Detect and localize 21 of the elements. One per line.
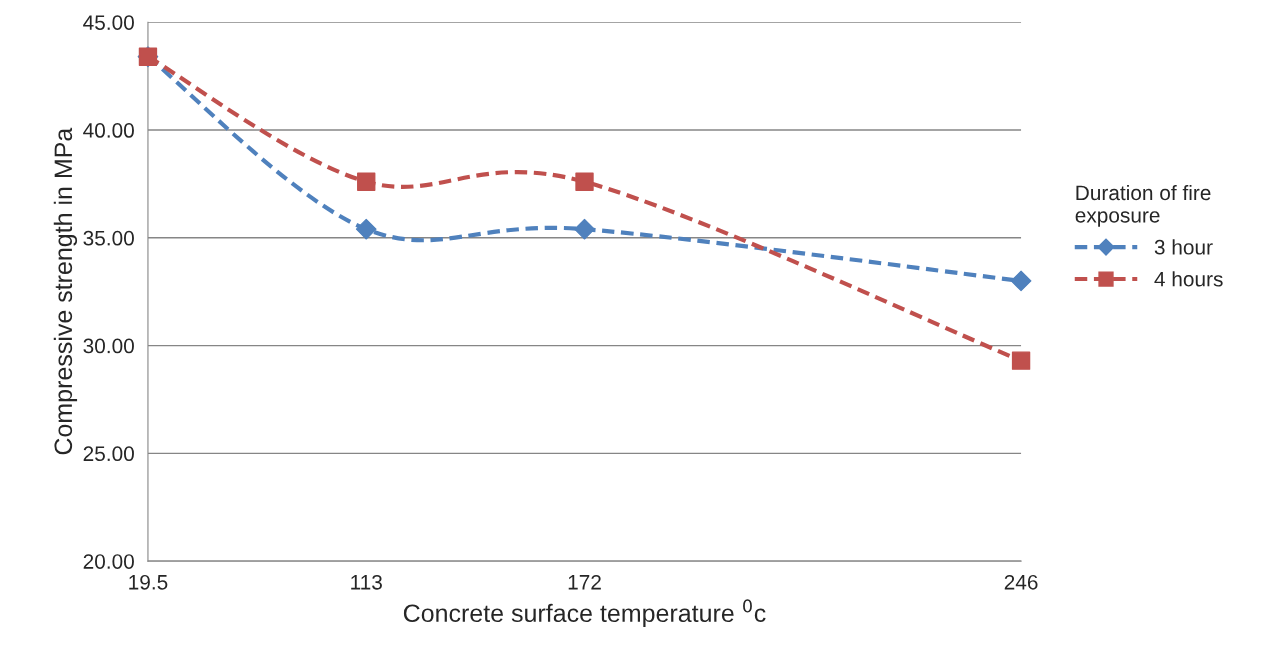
point [575,172,594,191]
point [574,218,595,240]
legend-title: Duration of fire exposure [1075,184,1211,227]
point [1011,351,1031,370]
legend-label: 3 hour [1154,239,1213,255]
x-axis-title: Concrete surface temperature $^{0}$c [403,599,766,628]
y-tick-label: 45.00 [83,15,134,30]
point [1010,270,1032,292]
point [355,218,377,240]
point [357,172,376,191]
y-tick-label: 35.00 [83,230,134,246]
y-tick-label: 20.00 [83,554,134,569]
x-tick-label: 113 [351,574,382,590]
y-axis-title: Compressive strength in MPa [53,127,78,455]
y-tick-label: 30.00 [83,338,134,354]
y-tick-label: 25.00 [83,446,134,462]
x-tick-label: 246 [1004,574,1038,590]
legend-label: 4 hours [1154,271,1223,287]
y-tick-label: 40.00 [83,123,134,138]
x-tick-label: 172 [568,574,601,590]
x-tick-label: 19.5 [129,574,168,590]
